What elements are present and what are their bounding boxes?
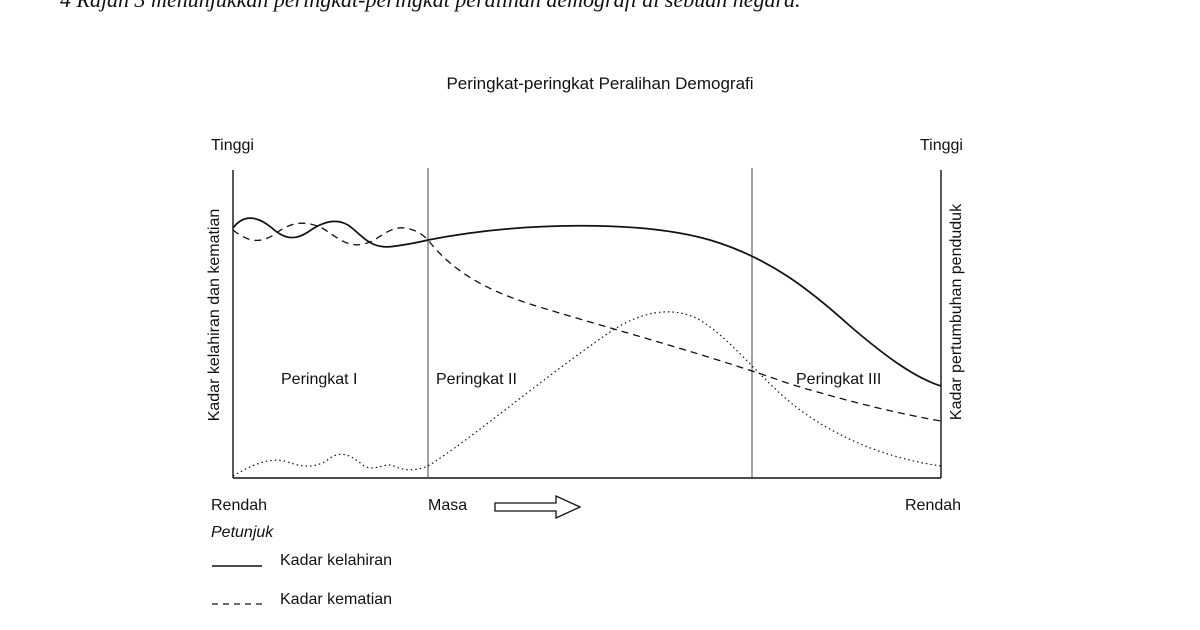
left-axis-top-label: Tinggi [211,137,254,154]
legend-dashed-sample [212,603,262,605]
legend-title: Petunjuk [211,524,274,541]
right-axis-top-label: Tinggi [920,137,963,154]
legend-solid-sample [212,565,262,567]
stage-3-label: Peringkat III [796,371,882,388]
legend-item-death-rate: Kadar kematian [280,591,393,608]
stage-1-label: Peringkat I [281,371,358,388]
population-growth-line [232,311,942,477]
question-text: 4 Rajah 3 menunjukkan peringkat-peringka… [60,0,801,13]
diagram-title: Peringkat-peringkat Peralihan Demografi [446,74,754,93]
x-axis-label: Masa [428,497,468,514]
time-arrow-icon [494,494,582,520]
legend-item-birth-rate: Kadar kelahiran [280,552,393,569]
birth-rate-line [232,217,942,387]
right-axis-bottom-label: Rendah [905,497,962,514]
left-axis-bottom-label: Rendah [211,497,268,514]
stage-2-label: Peringkat II [436,371,517,388]
death-rate-line [232,222,942,422]
